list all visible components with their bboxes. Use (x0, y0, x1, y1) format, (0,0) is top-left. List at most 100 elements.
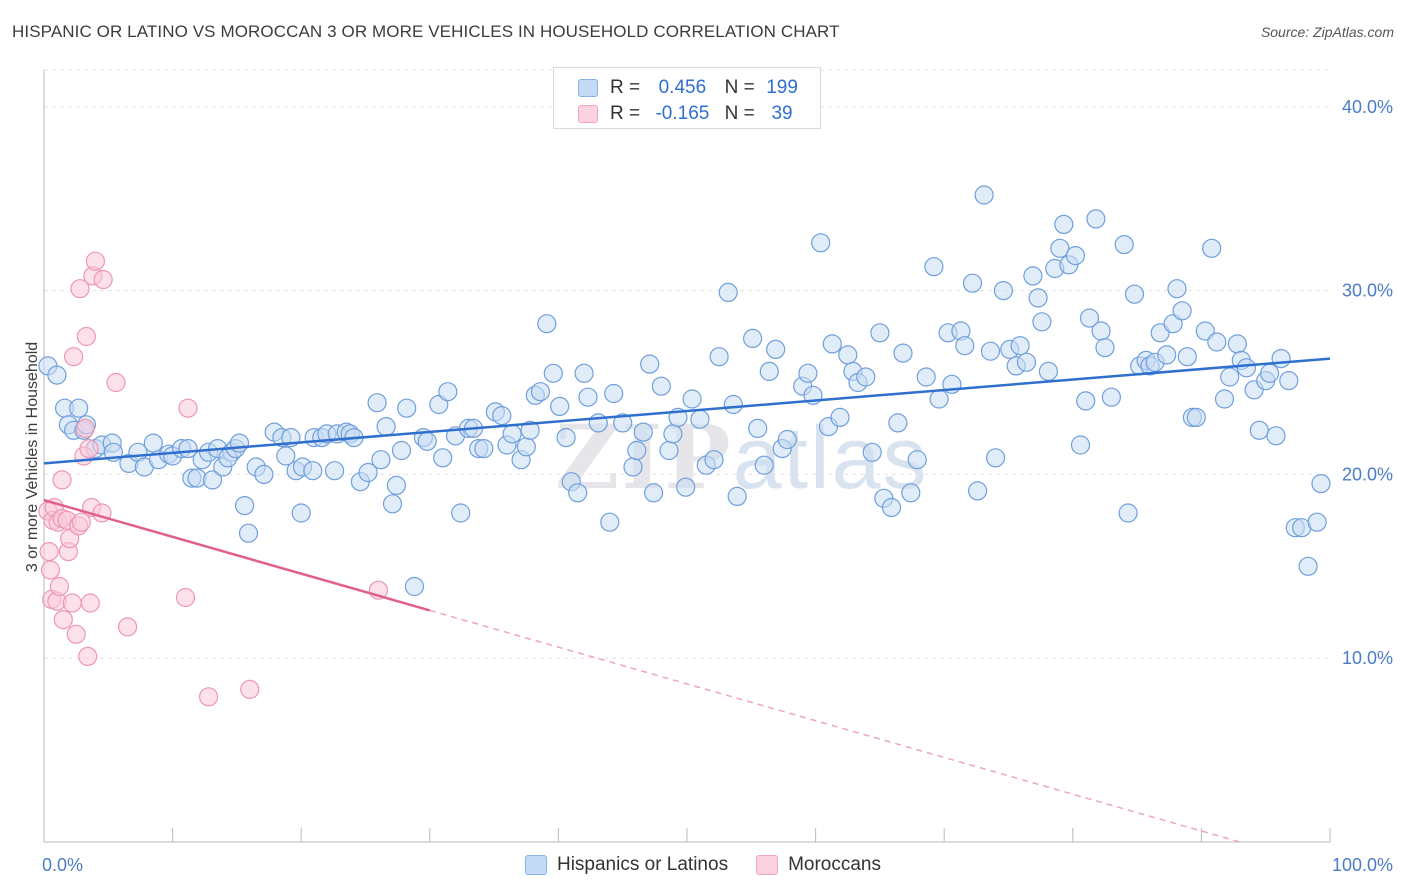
y-tick-label: 10.0% (1342, 648, 1393, 668)
data-point (578, 387, 598, 407)
data-point (613, 413, 633, 433)
legend-label-hispanics: Hispanics or Latinos (556, 854, 729, 875)
legend-row-hispanics: R = 0.456 N = 199 (578, 76, 804, 100)
data-point (325, 461, 345, 481)
data-point (676, 477, 696, 497)
data-point (640, 354, 660, 374)
legend-swatch-hispanics (578, 79, 598, 97)
data-point (727, 486, 747, 506)
data-point (907, 450, 927, 470)
data-point (1070, 435, 1091, 455)
data-point (371, 450, 391, 470)
trend-line-hispanics (43, 357, 1331, 465)
legend-label-moroccans: Moroccans (788, 854, 881, 875)
data-point (980, 341, 1001, 361)
x-tick-label-max: 100.0% (1332, 855, 1393, 875)
data-point (1236, 358, 1257, 378)
data-point (1172, 301, 1192, 321)
data-point (1214, 389, 1235, 409)
data-point (229, 433, 250, 453)
data-point (574, 363, 594, 383)
r-label: R = (610, 103, 641, 124)
data-point (438, 382, 458, 402)
data-point (303, 461, 323, 481)
data-point (199, 687, 219, 707)
data-point (516, 437, 536, 457)
data-point (1010, 336, 1030, 356)
data-point (651, 376, 671, 396)
data-point (391, 440, 412, 461)
data-point (838, 345, 858, 365)
axes (43, 70, 1331, 843)
tick-labels: 10.0% 20.0% 30.0% 40.0% 0.0% 100.0% (42, 97, 1393, 875)
trend-line-moroccans (43, 498, 431, 612)
data-point (397, 398, 417, 418)
data-point (1207, 332, 1227, 352)
data-point (1050, 238, 1070, 258)
data-point (1054, 214, 1074, 234)
data-point (1249, 420, 1269, 440)
data-point (1118, 503, 1138, 523)
data-point (382, 494, 403, 514)
data-point (386, 475, 406, 495)
data-point (709, 347, 729, 367)
legend-swatch-moroccans (756, 855, 779, 875)
data-point (811, 233, 831, 253)
data-point (556, 428, 576, 448)
data-point (718, 282, 738, 302)
data-point (893, 343, 913, 363)
data-point (704, 450, 724, 470)
data-point (52, 470, 72, 490)
data-point (1220, 367, 1240, 387)
data-point (929, 389, 949, 409)
series-hispanics (38, 185, 1331, 597)
data-point (777, 429, 797, 450)
data-point (1259, 363, 1280, 383)
data-point (974, 185, 994, 205)
data-point (822, 334, 842, 354)
data-point (901, 483, 921, 503)
data-point (47, 365, 67, 385)
data-point (1167, 279, 1187, 299)
data-point (870, 323, 890, 343)
data-point (1101, 387, 1122, 407)
data-point (1177, 347, 1197, 367)
data-point (627, 440, 647, 461)
data-point (633, 422, 653, 442)
data-point (1266, 426, 1286, 446)
data-point (240, 679, 260, 700)
data-point (1298, 556, 1318, 576)
data-point (1079, 308, 1100, 328)
data-point (502, 424, 522, 444)
data-point (106, 372, 126, 393)
data-point (550, 396, 570, 416)
data-point (71, 512, 91, 532)
data-point (962, 273, 983, 293)
data-point (993, 281, 1014, 301)
data-point (358, 462, 378, 483)
data-point (75, 418, 95, 438)
data-point (623, 457, 643, 477)
data-point (856, 367, 876, 387)
data-point (417, 431, 437, 451)
data-point (543, 363, 563, 383)
data-point (723, 394, 743, 415)
data-point (643, 483, 664, 503)
data-point (1186, 407, 1206, 427)
data-point (924, 257, 944, 277)
data-point (759, 361, 779, 381)
data-point (404, 576, 424, 597)
data-point (238, 523, 259, 543)
data-point (1028, 288, 1048, 308)
data-point (1124, 284, 1145, 304)
correlation-legend: R = 0.456 N = 199 R = -0.165 N = 39 (553, 67, 821, 129)
n-value: 199 (766, 77, 798, 98)
data-point (967, 481, 988, 501)
data-point (1032, 312, 1052, 332)
r-label: R = (610, 77, 641, 98)
data-point (742, 328, 763, 348)
data-point (70, 279, 90, 299)
data-point (754, 455, 774, 475)
legend-item-moroccans: Moroccans (756, 854, 881, 876)
